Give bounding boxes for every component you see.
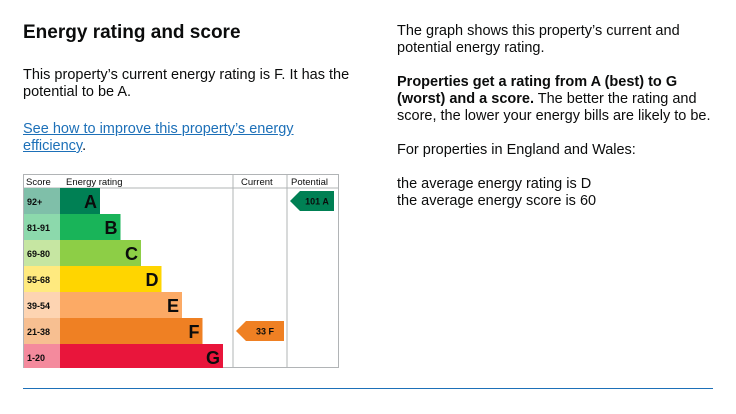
band-score-label-g: 1-20 [27, 353, 45, 363]
header-current: Current [241, 177, 273, 188]
improve-efficiency-link[interactable]: See how to improve this property’s energ… [23, 121, 294, 154]
current-rating-arrow [236, 321, 284, 341]
energy-rating-chart-svg: Score Energy rating Current Potential 92+ A 81… [23, 174, 339, 370]
header-energy-rating: Energy rating [66, 177, 123, 188]
band-score-cell-b [24, 214, 60, 240]
link-suffix: . [82, 138, 87, 154]
region-text: For properties in England and Wales: [397, 142, 636, 158]
rating-explanation-paragraph: Properties get a rating from A (best) to… [397, 74, 727, 125]
improve-link-paragraph: See how to improve this property’s energ… [23, 121, 323, 155]
band-bar-b [60, 214, 121, 240]
energy-section: Energy rating and score This property’s … [23, 22, 353, 154]
potential-rating-label: 101 A [305, 197, 329, 207]
band-letter-g: G [206, 348, 220, 368]
band-score-label-d: 55-68 [27, 275, 50, 285]
page-title: Energy rating and score [23, 22, 241, 43]
rating-explanation-rest: The better the rating and score, the low… [397, 91, 711, 124]
band-letter-c: C [125, 244, 138, 264]
potential-rating-arrow [290, 191, 334, 211]
band-score-cell-d [24, 266, 60, 292]
band-letter-d: D [146, 270, 159, 290]
graph-description: The graph shows this property’s current … [397, 23, 680, 56]
band-bar-f [60, 318, 203, 344]
band-score-cell-f [24, 318, 60, 344]
band-score-cell-c [24, 240, 60, 266]
average-rating: the average energy rating is D [397, 176, 592, 192]
band-bar-a [60, 188, 100, 214]
band-letter-f: F [189, 322, 200, 342]
band-letter-a: A [84, 192, 97, 212]
band-letter-b: B [105, 218, 118, 238]
header-score: Score [26, 177, 51, 188]
current-rating-label: 33 F [256, 327, 275, 337]
band-bar-d [60, 266, 162, 292]
band-score-label-a: 92+ [27, 197, 42, 207]
band-score-label-f: 21-38 [27, 327, 50, 337]
band-score-cell-e [24, 292, 60, 318]
energy-rating-chart: Score Energy rating Current Potential 92+ A 81… [23, 174, 339, 370]
current-rating-text: This property’s current energy rating is… [23, 67, 350, 100]
band-score-cell-a [24, 188, 60, 214]
section-divider [23, 388, 713, 389]
band-bar-g [60, 344, 223, 370]
band-score-label-e: 39-54 [27, 301, 50, 311]
rating-explanation: The graph shows this property’s current … [397, 23, 727, 210]
band-bar-c [60, 240, 141, 266]
band-score-cell-g [24, 344, 60, 370]
rating-explanation-bold: Properties get a rating from A (best) to… [397, 74, 678, 107]
band-letter-e: E [167, 296, 179, 316]
average-score: the average energy score is 60 [397, 193, 597, 209]
band-score-label-c: 69-80 [27, 249, 50, 259]
band-bar-e [60, 292, 182, 318]
band-score-label-b: 81-91 [27, 223, 50, 233]
header-potential: Potential [291, 177, 328, 188]
